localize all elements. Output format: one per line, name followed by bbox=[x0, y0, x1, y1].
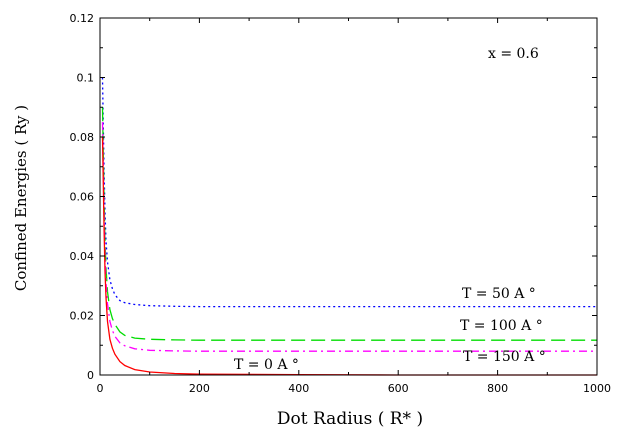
series-label: T = 150 A ° bbox=[463, 349, 546, 365]
series-line bbox=[103, 122, 598, 351]
y-tick-label: 0.1 bbox=[77, 72, 95, 85]
y-tick-label: 0.04 bbox=[70, 250, 95, 263]
series-label: T = 100 A ° bbox=[460, 318, 543, 334]
x-tick-label: 600 bbox=[388, 382, 409, 395]
x-tick-label: 1000 bbox=[583, 382, 611, 395]
y-axis-label: Confined Energies ( Ry ) bbox=[12, 105, 30, 291]
y-tick-label: 0.02 bbox=[70, 310, 95, 323]
x-axis-label: Dot Radius ( R* ) bbox=[277, 409, 423, 429]
y-tick-label: 0.12 bbox=[70, 12, 95, 25]
y-tick-label: 0.06 bbox=[70, 191, 95, 204]
x-tick-label: 800 bbox=[487, 382, 508, 395]
composition-annotation: x = 0.6 bbox=[488, 46, 539, 62]
series-label: T = 50 A ° bbox=[462, 286, 536, 302]
series-line bbox=[103, 107, 598, 340]
x-tick-label: 200 bbox=[189, 382, 210, 395]
ticks-layer: 0 200 400 600 800 1000 0 0.02 0.04 0.06 0.08 0.1 0.1… bbox=[70, 12, 612, 395]
labels-layer: T = 50 A ° T = 100 A ° T = 150 A ° T = 0 A … bbox=[234, 286, 546, 373]
y-tick-label: 0.08 bbox=[70, 131, 95, 144]
x-tick-label: 0 bbox=[97, 382, 104, 395]
y-tick-label: 0 bbox=[87, 369, 94, 382]
x-tick-label: 400 bbox=[288, 382, 309, 395]
series-line bbox=[103, 78, 598, 307]
series-label: T = 0 A ° bbox=[234, 357, 299, 373]
